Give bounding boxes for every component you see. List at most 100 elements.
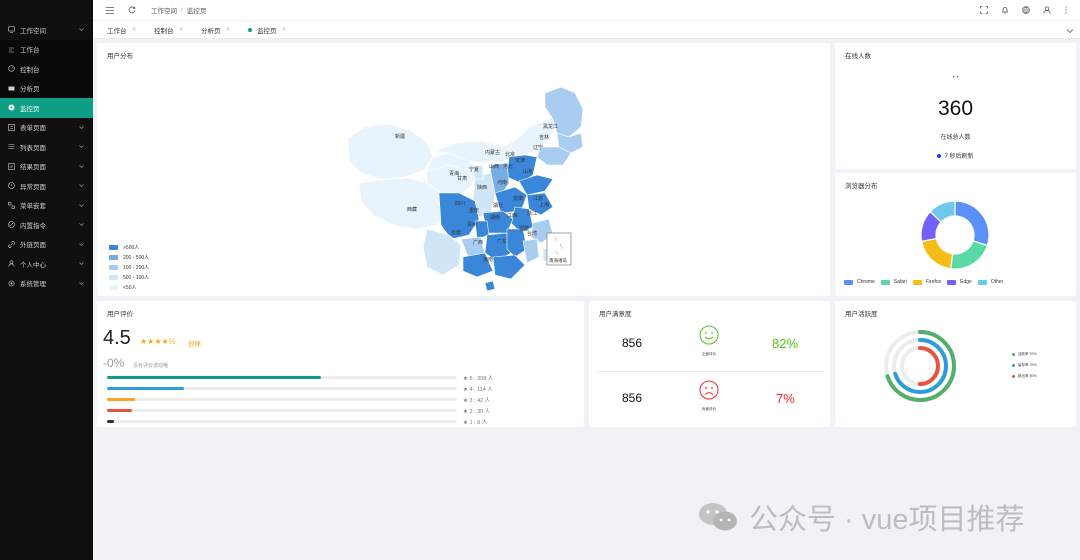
close-icon[interactable]: × <box>179 26 184 33</box>
rating-bar-label: ★ 5 : 308 人 <box>463 376 494 382</box>
monitor-icon <box>8 104 15 111</box>
activity-legend: 活跃率 70% 留存率 70% 跳出率 50% <box>1012 349 1036 382</box>
positive-count: 856 <box>622 336 643 350</box>
close-icon[interactable]: × <box>132 26 137 33</box>
sidebar-item[interactable]: 系统管理 <box>0 274 93 294</box>
map-label-region: 新疆 <box>395 133 405 140</box>
more-vertical-icon[interactable] <box>1064 5 1068 17</box>
sidebar-item-label: 分析页 <box>20 86 40 94</box>
browser-donut-chart <box>920 200 990 270</box>
legend-label: Edge <box>960 279 972 285</box>
browser-legend-item[interactable]: Firefox <box>912 279 941 285</box>
menu-fold-icon[interactable] <box>105 5 115 15</box>
tab[interactable]: 分析页 × <box>201 21 230 39</box>
legend-dot <box>1012 364 1015 367</box>
close-icon[interactable]: × <box>282 26 287 33</box>
map-label-region: 内蒙古 <box>485 149 500 156</box>
activity-ring-0[interactable] <box>884 330 956 402</box>
map-legend-item[interactable]: 500 - 100人 <box>109 272 149 282</box>
chevron-down-icon[interactable] <box>1066 26 1074 34</box>
legend-swatch <box>109 244 118 250</box>
donut-slice-chrome[interactable] <box>954 200 990 247</box>
sidebar-item[interactable]: 表单页面 <box>0 118 93 138</box>
legend-swatch <box>912 279 922 285</box>
map-legend-item[interactable]: >500人 <box>109 242 149 252</box>
legend-label: 留存率 70% <box>1018 363 1037 367</box>
dashboard-icon <box>8 46 15 53</box>
legend-label: 跳出率 50% <box>1018 374 1037 378</box>
svg-text:南海诸岛: 南海诸岛 <box>549 257 567 264</box>
legend-swatch <box>109 284 118 290</box>
bell-icon[interactable] <box>1001 5 1009 17</box>
sidebar-item[interactable]: 菜单嵌套 <box>0 196 93 216</box>
donut-slice-safari[interactable] <box>950 240 989 270</box>
activity-ring-2[interactable] <box>900 346 940 386</box>
progress-track <box>107 398 457 401</box>
progress-fill <box>107 387 184 390</box>
globe-icon[interactable] <box>1022 5 1030 17</box>
sidebar-menu: 工作空间 工作台控制台分析页监控页 表单页面 列表页面 结果页面 异常页面菜单嵌套内置指令… <box>0 20 93 293</box>
legend-dot <box>1012 353 1015 356</box>
donut-slice-other[interactable] <box>929 200 956 223</box>
legend-swatch <box>109 274 118 280</box>
tab[interactable]: 工作台 × <box>107 21 136 39</box>
tab[interactable]: 监控页 × <box>248 21 286 39</box>
activity-ring-1[interactable] <box>892 338 948 394</box>
fullscreen-icon[interactable] <box>980 5 988 17</box>
map-legend-item[interactable]: 200 - 500人 <box>109 252 149 262</box>
tab[interactable]: 控制台 × <box>154 21 183 39</box>
chevron-down-icon <box>78 143 85 150</box>
progress-track <box>107 409 457 412</box>
browser-legend-item[interactable]: Edge <box>947 279 972 285</box>
legend-label: Safari <box>893 279 907 285</box>
legend-label: 500 - 100人 <box>123 274 150 281</box>
map-legend: >500人 200 - 500人 100 - 200人 500 - 100人 <50人 <box>109 242 149 292</box>
sidebar-item[interactable]: 外链页面 <box>0 235 93 255</box>
map-legend-item[interactable]: <50人 <box>109 282 149 292</box>
chevron-down-icon <box>78 182 85 189</box>
legend-label: Chrome <box>857 279 875 285</box>
user-avatar-icon[interactable] <box>1043 5 1051 17</box>
online-users-card: 在线人数 • • 360 在线总人数 7 秒后刷新 <box>835 43 1076 169</box>
sidebar-item[interactable]: 监控页 <box>0 98 93 118</box>
user-distribution-card: 用户分布 <box>97 43 830 296</box>
sidebar-item[interactable]: 分析页 <box>0 78 93 98</box>
progress-track <box>107 420 457 423</box>
browser-legend-item[interactable]: Other <box>977 279 1003 285</box>
map-legend-item[interactable]: 100 - 200人 <box>109 262 149 272</box>
legend-label: >500人 <box>123 244 140 251</box>
rating-change-note: 没有评价波动哦 <box>133 363 169 369</box>
breadcrumb-item[interactable]: 工作空间 <box>151 8 177 15</box>
sidebar-item[interactable]: 个人中心 <box>0 254 93 274</box>
activity-legend-item[interactable]: 活跃率 70% <box>1012 349 1036 360</box>
sidebar-item[interactable]: 异常页面 <box>0 176 93 196</box>
chevron-down-icon <box>78 124 85 131</box>
activity-legend-item[interactable]: 留存率 70% <box>1012 360 1036 371</box>
sidebar-item-label: 控制台 <box>20 66 40 74</box>
sidebar-item[interactable]: 结果页面 <box>0 157 93 177</box>
map-region-jiangxi <box>506 228 528 258</box>
map-label-region: 甘肃 <box>457 175 467 182</box>
legend-dot <box>1012 375 1015 378</box>
sidebar-item[interactable]: 内置指令 <box>0 215 93 235</box>
sidebar-item[interactable]: 工作空间 <box>0 20 93 40</box>
close-icon[interactable]: × <box>226 26 231 33</box>
console-icon <box>8 65 15 72</box>
sidebar-item[interactable]: 列表页面 <box>0 137 93 157</box>
map-label-region: 天津 <box>515 157 525 164</box>
sidebar-item-label: 菜单嵌套 <box>20 203 46 211</box>
map-label-region: 江西 <box>507 212 517 219</box>
browser-legend-item[interactable]: Safari <box>880 279 907 285</box>
donut-slice-firefox[interactable] <box>920 237 954 270</box>
map-region-ningxia <box>472 164 484 180</box>
sidebar-item[interactable]: 工作台 <box>0 39 93 59</box>
card-title: 用户评价 <box>107 311 133 318</box>
online-count: 360 <box>937 97 974 120</box>
rating-score: 4.5 <box>103 327 131 349</box>
browser-legend-item[interactable]: Chrome <box>844 279 875 285</box>
map-label-region: 青海 <box>449 170 459 177</box>
activity-legend-item[interactable]: 跳出率 50% <box>1012 371 1036 382</box>
card-title: 浏览器分布 <box>845 183 878 190</box>
sidebar-item[interactable]: 控制台 <box>0 59 93 79</box>
refresh-icon[interactable] <box>127 5 137 15</box>
